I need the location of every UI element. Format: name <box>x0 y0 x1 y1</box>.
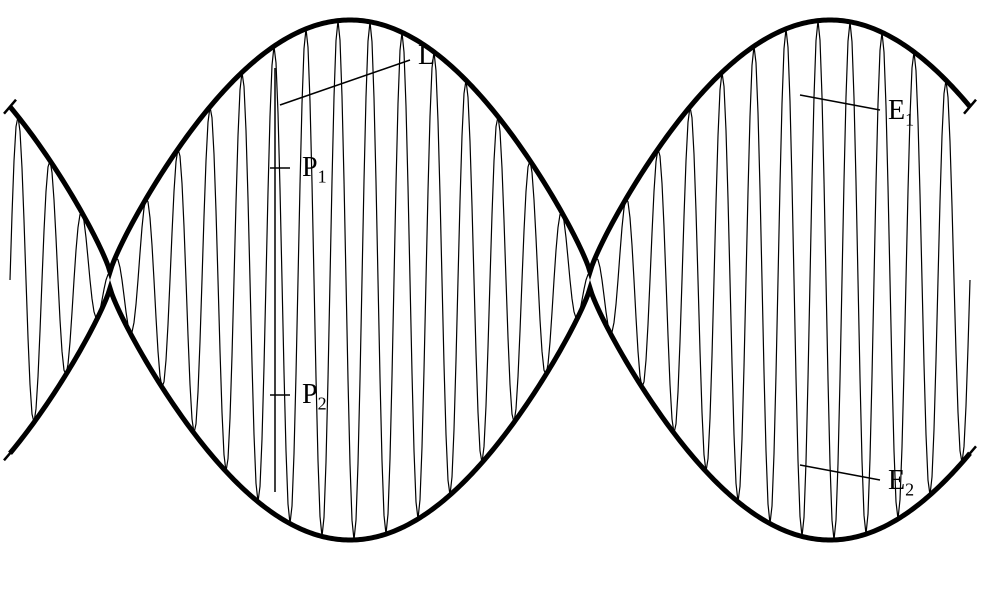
leader-L <box>280 60 410 105</box>
break-mark <box>4 446 16 460</box>
label-L-text: L <box>418 40 435 71</box>
carrier-wave <box>10 21 970 540</box>
label-P1-sub: 1 <box>318 167 327 187</box>
label-P2-text: P <box>302 379 318 410</box>
envelope-lower <box>10 288 970 540</box>
waveform-diagram <box>0 0 1000 596</box>
label-P2-sub: 2 <box>318 394 327 414</box>
leader-E1 <box>800 95 880 110</box>
label-E2-sub: 2 <box>905 480 914 500</box>
leader-E2 <box>800 465 880 480</box>
label-E1-sub: 1 <box>905 110 914 130</box>
envelope-upper <box>10 20 970 272</box>
label-P1: P1 <box>302 152 327 188</box>
label-L: L <box>418 40 435 72</box>
break-mark <box>964 446 976 460</box>
label-P2: P2 <box>302 379 327 415</box>
label-P1-text: P <box>302 152 318 183</box>
label-E2-text: E <box>888 465 905 496</box>
label-E1-text: E <box>888 95 905 126</box>
label-E2: E2 <box>888 465 914 501</box>
label-E1: E1 <box>888 95 914 131</box>
